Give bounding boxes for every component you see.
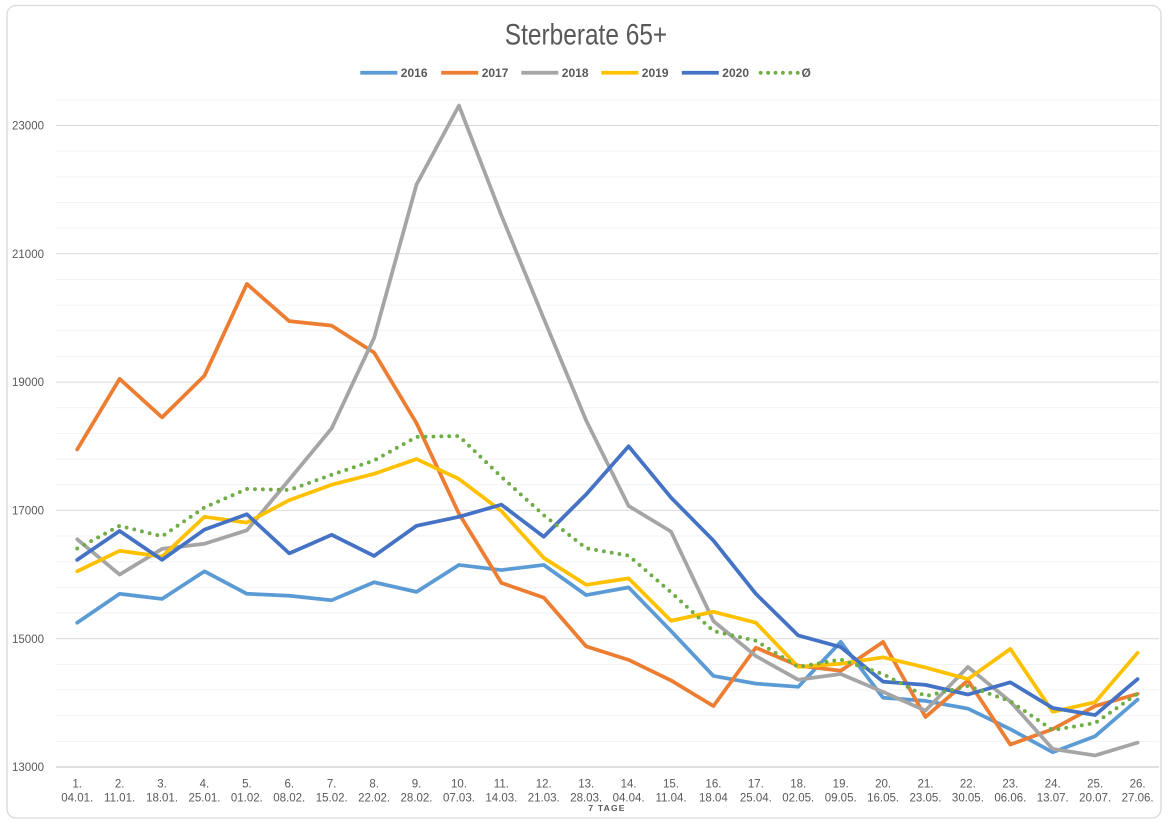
svg-text:Sterberate 65+: Sterberate 65+ — [505, 19, 667, 52]
svg-text:24.: 24. — [1045, 779, 1061, 791]
svg-text:06.06.: 06.06. — [994, 793, 1026, 805]
svg-text:13.07.: 13.07. — [1037, 793, 1069, 805]
svg-text:6.: 6. — [284, 779, 294, 791]
svg-text:01.02.: 01.02. — [231, 793, 263, 805]
svg-text:15000: 15000 — [12, 634, 44, 646]
svg-text:11.04.: 11.04. — [655, 793, 686, 805]
svg-text:2020: 2020 — [722, 66, 749, 80]
svg-text:28.02.: 28.02. — [401, 793, 433, 805]
svg-text:07.03.: 07.03. — [443, 793, 475, 805]
svg-text:23000: 23000 — [12, 121, 44, 133]
svg-text:4.: 4. — [200, 779, 210, 791]
svg-text:27.06.: 27.06. — [1122, 793, 1154, 805]
svg-text:22.02.: 22.02. — [358, 793, 390, 805]
svg-text:21.: 21. — [918, 779, 934, 791]
svg-text:22.: 22. — [960, 779, 976, 791]
svg-text:18.01.: 18.01. — [146, 793, 178, 805]
svg-text:04.04.: 04.04. — [613, 793, 645, 805]
svg-text:25.04.: 25.04. — [740, 793, 772, 805]
svg-text:28.03.: 28.03. — [570, 793, 602, 805]
svg-text:25.: 25. — [1087, 779, 1103, 791]
svg-text:13.: 13. — [578, 779, 594, 791]
svg-text:23.: 23. — [1002, 779, 1018, 791]
svg-text:19000: 19000 — [12, 377, 44, 389]
svg-text:19.: 19. — [833, 779, 849, 791]
svg-text:2019: 2019 — [642, 66, 669, 80]
svg-text:26.: 26. — [1130, 779, 1146, 791]
svg-text:20.07.: 20.07. — [1079, 793, 1111, 805]
svg-text:7.: 7. — [327, 779, 337, 791]
svg-text:5.: 5. — [242, 779, 252, 791]
svg-text:14.: 14. — [621, 779, 637, 791]
svg-text:11.01.: 11.01. — [104, 793, 135, 805]
svg-text:Ø: Ø — [802, 66, 811, 80]
svg-text:1.: 1. — [72, 779, 82, 791]
svg-text:23.05.: 23.05. — [910, 793, 942, 805]
svg-text:7 TAGE: 7 TAGE — [588, 803, 625, 813]
svg-text:15.02.: 15.02. — [316, 793, 348, 805]
svg-text:2.: 2. — [115, 779, 125, 791]
svg-text:21000: 21000 — [12, 249, 44, 261]
svg-text:25.01.: 25.01. — [188, 793, 220, 805]
svg-text:21.03.: 21.03. — [528, 793, 560, 805]
svg-text:2017: 2017 — [482, 66, 509, 80]
svg-text:08.02.: 08.02. — [273, 793, 305, 805]
svg-text:30.05.: 30.05. — [952, 793, 984, 805]
svg-text:18.: 18. — [790, 779, 806, 791]
svg-text:14.03.: 14.03. — [485, 793, 517, 805]
svg-text:04.01.: 04.01. — [61, 793, 93, 805]
svg-text:15.: 15. — [663, 779, 679, 791]
svg-text:11.: 11. — [494, 779, 509, 791]
svg-text:12.: 12. — [536, 779, 552, 791]
svg-text:18.04: 18.04 — [699, 793, 728, 805]
svg-text:17.: 17. — [748, 779, 764, 791]
svg-text:20.: 20. — [875, 779, 891, 791]
svg-text:13000: 13000 — [12, 762, 44, 774]
svg-text:9.: 9. — [412, 779, 422, 791]
svg-text:8.: 8. — [369, 779, 379, 791]
svg-text:3.: 3. — [157, 779, 167, 791]
svg-text:16.05.: 16.05. — [867, 793, 899, 805]
svg-text:10.: 10. — [451, 779, 467, 791]
svg-text:16.: 16. — [705, 779, 721, 791]
svg-text:02.05.: 02.05. — [782, 793, 814, 805]
svg-text:2018: 2018 — [562, 66, 589, 80]
svg-text:2016: 2016 — [401, 66, 428, 80]
svg-text:17000: 17000 — [12, 506, 44, 518]
svg-text:09.05.: 09.05. — [825, 793, 857, 805]
